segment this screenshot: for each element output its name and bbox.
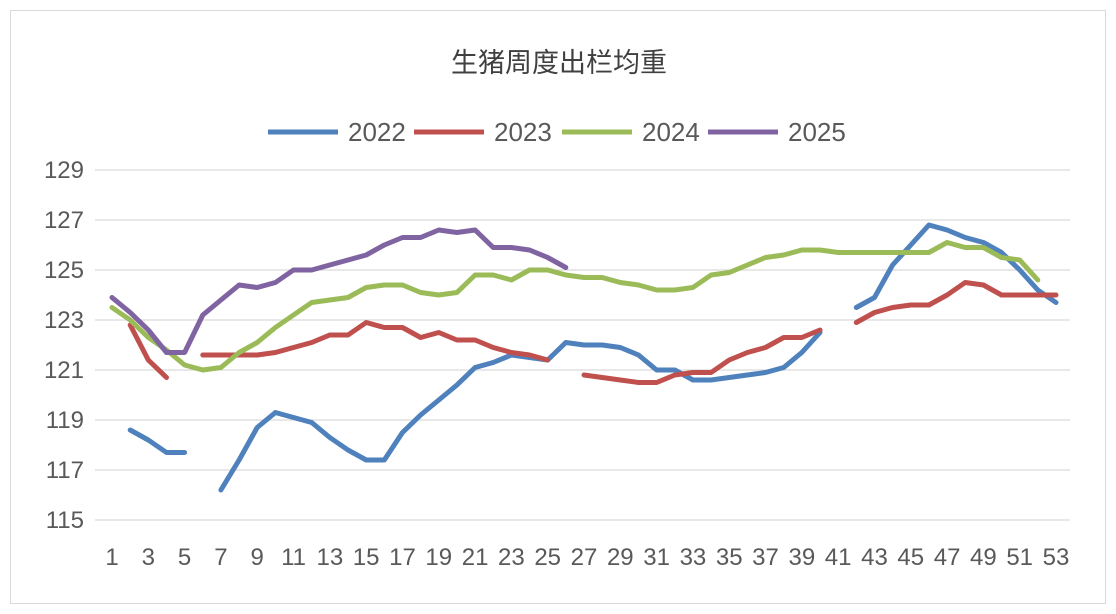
y-tick-label: 123: [44, 307, 84, 334]
chart-title: 生猪周度出栏均重: [451, 48, 667, 79]
x-tick-label: 47: [934, 544, 961, 571]
x-tick-label: 15: [353, 544, 380, 571]
x-tick-label: 43: [861, 544, 888, 571]
x-tick-label: 35: [716, 544, 743, 571]
x-tick-label: 5: [178, 544, 191, 571]
y-tick-label: 115: [46, 507, 84, 534]
series-line-2022-segment-1: [127, 427, 188, 455]
gridlines: [95, 169, 1070, 521]
x-tick-label: 51: [1006, 544, 1033, 571]
y-tick-label: 117: [46, 457, 84, 484]
x-tick-label: 17: [389, 544, 416, 571]
x-axis-ticks: 1 3 5 7 9 11 13 15 17 19 21 23 25 27 29 31 33 35 37 39 41 43 4…: [105, 544, 1069, 571]
x-tick-label: 49: [970, 544, 997, 571]
legend-label: 2023: [494, 117, 552, 147]
legend-label: 2024: [642, 117, 700, 147]
series-2024: [109, 240, 1041, 373]
x-tick-label: 19: [425, 544, 452, 571]
y-tick-label: 121: [44, 357, 84, 384]
series-line-2024-segment-1: [109, 240, 1041, 373]
x-tick-label: 9: [251, 544, 264, 571]
x-tick-label: 29: [607, 544, 634, 571]
legend-item-2024: 2024: [562, 117, 700, 147]
x-tick-label: 37: [752, 544, 779, 571]
x-tick-label: 41: [825, 544, 852, 571]
series-layer: [109, 222, 1059, 493]
series-2022: [127, 222, 1059, 493]
series-line-2022-segment-3: [853, 222, 1059, 310]
series-line-2023-segment-2: [200, 320, 551, 363]
x-tick-label: 33: [680, 544, 707, 571]
legend: 2022 2023 2024 2025: [268, 117, 846, 147]
series-2025: [109, 227, 569, 355]
series-line-2023-segment-3: [581, 327, 823, 385]
x-tick-label: 3: [142, 544, 155, 571]
x-tick-label: 27: [571, 544, 598, 571]
series-line-2025-segment-1: [109, 227, 569, 355]
x-tick-label: 31: [643, 544, 670, 571]
x-tick-label: 23: [498, 544, 525, 571]
x-tick-label: 53: [1043, 544, 1070, 571]
series-line-2023-segment-1: [127, 322, 169, 380]
y-tick-label: 119: [46, 407, 84, 434]
x-tick-label: 21: [462, 544, 489, 571]
x-tick-label: 1: [105, 544, 118, 571]
legend-item-2022: 2022: [268, 117, 406, 147]
legend-item-2025: 2025: [708, 117, 846, 147]
y-tick-label: 129: [44, 157, 84, 184]
legend-item-2023: 2023: [414, 117, 552, 147]
x-tick-label: 25: [534, 544, 561, 571]
x-tick-label: 11: [281, 544, 306, 571]
legend-label: 2025: [788, 117, 846, 147]
y-axis-ticks: 115 117 119 121 123 125 127 129: [44, 157, 84, 534]
x-tick-label: 13: [316, 544, 343, 571]
x-tick-label: 7: [214, 544, 227, 571]
series-line-2023-segment-4: [853, 280, 1059, 325]
y-tick-label: 125: [44, 257, 84, 284]
x-tick-label: 45: [897, 544, 924, 571]
x-tick-label: 39: [788, 544, 815, 571]
series-2023: [127, 280, 1059, 385]
legend-label: 2022: [348, 117, 406, 147]
y-tick-label: 127: [44, 207, 84, 234]
